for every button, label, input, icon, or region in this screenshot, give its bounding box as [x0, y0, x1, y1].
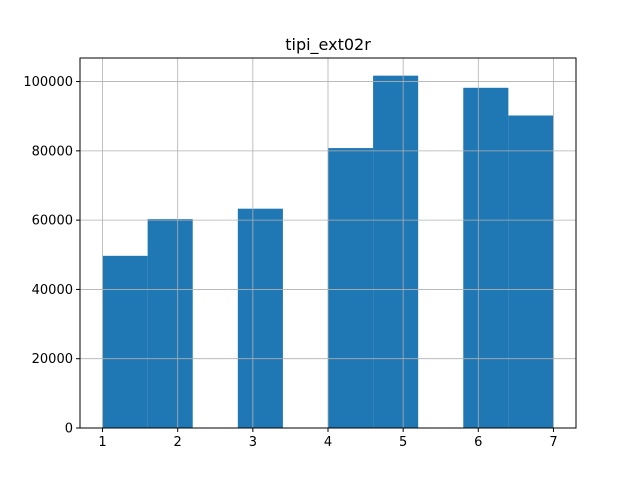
chart-title: tipi_ext02r: [285, 35, 371, 55]
x-tick-label: 4: [324, 435, 332, 450]
x-tick-label: 3: [249, 435, 257, 450]
histogram-bar: [102, 255, 148, 428]
y-axis-ticks: 0 20000 40000 60000 80000 100000: [23, 75, 80, 437]
y-tick-label: 100000: [23, 75, 73, 90]
y-tick-label: 80000: [32, 144, 73, 159]
bars: [102, 75, 554, 429]
histogram-bar: [373, 75, 419, 428]
histogram-bar: [328, 148, 374, 429]
x-tick-label: 6: [474, 435, 482, 450]
x-axis-ticks: 1 2 3 4 5 6 7: [98, 428, 558, 450]
histogram-bar: [508, 115, 554, 428]
x-tick-label: 7: [549, 435, 557, 450]
x-tick-label: 1: [98, 435, 106, 450]
y-tick-label: 20000: [32, 352, 73, 367]
x-tick-label: 2: [174, 435, 182, 450]
histogram-bar: [237, 208, 283, 428]
y-tick-label: 60000: [32, 214, 73, 229]
y-tick-label: 0: [65, 422, 73, 437]
x-tick-label: 5: [399, 435, 407, 450]
histogram-bar: [147, 219, 193, 428]
histogram-bar: [463, 87, 509, 428]
y-tick-label: 40000: [32, 283, 73, 298]
